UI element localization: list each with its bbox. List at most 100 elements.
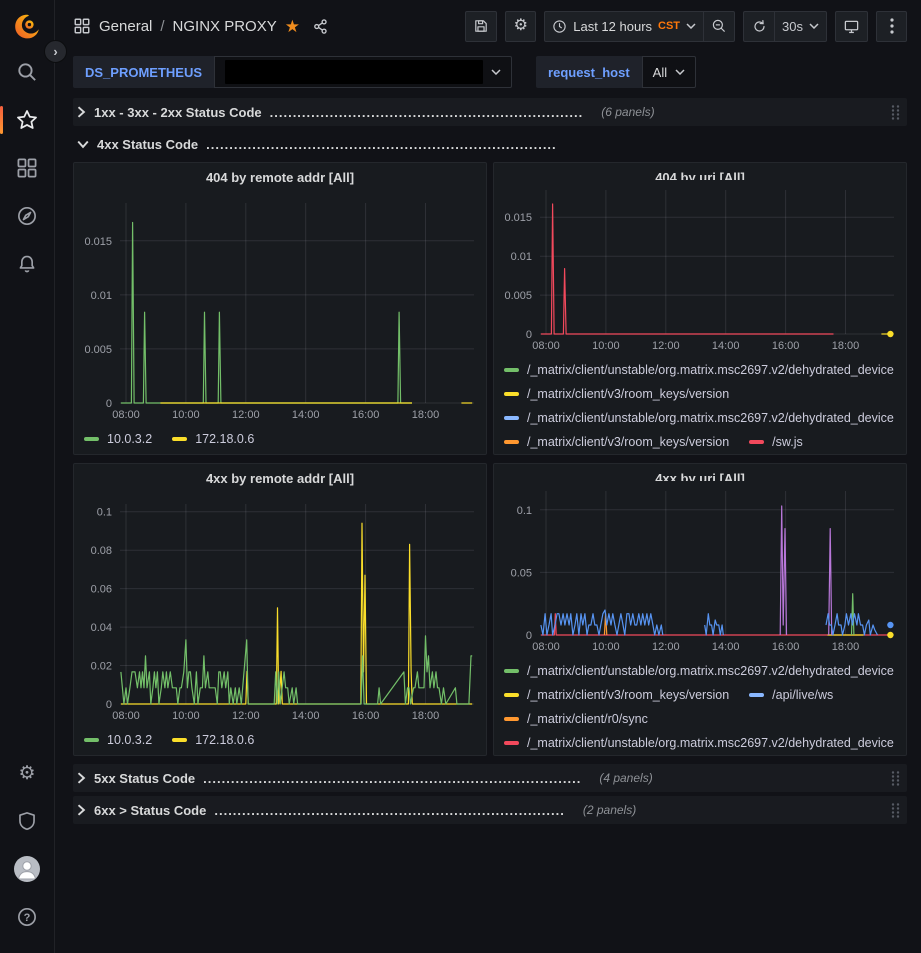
variable-select-ds-prometheus[interactable] xyxy=(214,56,512,88)
svg-text:08:00: 08:00 xyxy=(112,710,140,722)
legend-swatch xyxy=(84,437,99,441)
legend-label: 172.18.0.6 xyxy=(195,432,254,446)
svg-text:12:00: 12:00 xyxy=(652,641,680,653)
legend-item[interactable]: /_matrix/client/unstable/org.matrix.msc2… xyxy=(504,411,894,425)
panel-title[interactable]: 4xx by remote addr [All] xyxy=(74,464,486,494)
favorite-star-icon[interactable]: ★ xyxy=(285,18,300,35)
panel-legend: 10.0.3.2 172.18.0.6 xyxy=(74,726,486,752)
chevron-down-icon xyxy=(675,69,685,75)
row-dotted-leader: ........................................… xyxy=(270,105,584,120)
panel-title[interactable]: 4xx by uri [All] xyxy=(494,464,906,481)
sidebar-item-explore[interactable] xyxy=(0,192,54,240)
legend-item[interactable]: 10.0.3.2 xyxy=(84,432,152,446)
row-header-5xx[interactable]: 5xx Status Code ........................… xyxy=(73,764,907,792)
help-icon: ? xyxy=(16,906,38,928)
svg-text:10:00: 10:00 xyxy=(592,641,620,653)
row-dotted-leader: ........................................… xyxy=(214,803,565,818)
svg-text:16:00: 16:00 xyxy=(772,340,800,352)
time-picker-button[interactable]: Last 12 hours CST xyxy=(544,11,703,42)
dashboard-settings-button[interactable]: ⚙ xyxy=(505,11,536,42)
breadcrumb-folder[interactable]: General xyxy=(99,18,152,35)
legend-item[interactable]: /_matrix/client/unstable/org.matrix.msc2… xyxy=(504,363,894,377)
gear-icon: ⚙ xyxy=(514,18,528,34)
sidebar-item-configuration[interactable]: ⚙ xyxy=(0,749,54,797)
refresh-button[interactable] xyxy=(743,11,774,42)
zoom-out-time-button[interactable] xyxy=(703,11,735,42)
row-drag-handle-icon[interactable] xyxy=(890,104,901,121)
refresh-interval-button[interactable]: 30s xyxy=(774,11,827,42)
svg-text:0: 0 xyxy=(526,630,532,642)
svg-text:0.05: 0.05 xyxy=(511,567,532,579)
sidebar-item-dashboards[interactable] xyxy=(0,144,54,192)
variable-select-request-host[interactable]: All xyxy=(642,56,696,88)
legend-item[interactable]: 10.0.3.2 xyxy=(84,733,152,747)
save-dashboard-button[interactable] xyxy=(465,11,497,42)
legend-item[interactable]: /_matrix/client/v3/room_keys/version xyxy=(504,435,729,449)
bell-icon xyxy=(16,253,38,275)
row-title: 6xx > Status Code xyxy=(94,803,206,818)
sidebar-item-starred[interactable] xyxy=(0,96,54,144)
panel-legend: /_matrix/client/unstable/org.matrix.msc2… xyxy=(494,657,906,755)
legend-label: /_matrix/client/v3/room_keys/version xyxy=(527,688,729,702)
chevron-down-icon xyxy=(686,23,696,29)
chevron-down-icon xyxy=(77,140,89,149)
svg-text:14:00: 14:00 xyxy=(292,409,320,421)
time-series-chart[interactable]: 00.020.040.060.080.108:0010:0012:0014:00… xyxy=(74,494,486,726)
panel-title[interactable]: 404 by remote addr [All] xyxy=(74,163,486,193)
legend-item[interactable]: /api/live/ws xyxy=(749,688,833,702)
person-icon xyxy=(14,856,40,882)
legend-label: 10.0.3.2 xyxy=(107,733,152,747)
legend-swatch xyxy=(504,440,519,444)
share-button[interactable] xyxy=(308,14,333,39)
row-dotted-leader: ........................................… xyxy=(206,137,557,152)
sidebar-item-profile[interactable] xyxy=(0,845,54,893)
panel-title[interactable]: 404 by uri [All] xyxy=(494,163,906,180)
legend-label: /_matrix/client/unstable/org.matrix.msc2… xyxy=(527,736,894,750)
legend-row: /_matrix/client/v3/room_keys/version xyxy=(504,382,906,406)
svg-text:10:00: 10:00 xyxy=(172,409,200,421)
time-series-chart[interactable]: 00.0050.010.01508:0010:0012:0014:0016:00… xyxy=(74,193,486,425)
sidebar-item-alerting[interactable] xyxy=(0,240,54,288)
legend-row: /_matrix/client/unstable/org.matrix.msc2… xyxy=(504,358,906,382)
legend-item[interactable]: /_matrix/client/unstable/org.matrix.msc2… xyxy=(504,664,894,678)
row-header-4xx[interactable]: 4xx Status Code ........................… xyxy=(73,130,907,158)
legend-item[interactable]: 172.18.0.6 xyxy=(172,432,254,446)
main-area: General / NGINX PROXY ★ xyxy=(55,0,921,953)
row-header-1xx-3xx-2xx[interactable]: 1xx - 3xx - 2xx Status Code ............… xyxy=(73,98,907,126)
legend-row: 10.0.3.2 172.18.0.6 xyxy=(84,728,486,752)
legend-item[interactable]: /_matrix/client/v3/room_keys/version xyxy=(504,387,729,401)
sidebar-item-server-admin[interactable] xyxy=(0,797,54,845)
legend-item[interactable]: /_matrix/client/v3/room_keys/version xyxy=(504,688,729,702)
kebab-menu-icon xyxy=(890,18,894,34)
legend-item[interactable]: /_matrix/client/r0/sync xyxy=(504,712,648,726)
legend-item[interactable]: /_matrix/client/unstable/org.matrix.msc2… xyxy=(504,736,894,750)
legend-label: /_matrix/client/unstable/org.matrix.msc2… xyxy=(527,411,894,425)
svg-text:0.015: 0.015 xyxy=(504,212,532,224)
row-drag-handle-icon[interactable] xyxy=(890,770,901,787)
grafana-logo-icon xyxy=(12,12,42,42)
panel-404-by-uri: 404 by uri [All] 00.0050.010.01508:0010:… xyxy=(493,162,907,455)
breadcrumb-dashboard-title[interactable]: NGINX PROXY xyxy=(173,18,277,35)
row-header-6xx[interactable]: 6xx > Status Code ......................… xyxy=(73,796,907,824)
chevron-down-icon xyxy=(491,69,501,75)
svg-text:0.08: 0.08 xyxy=(91,545,112,557)
svg-text:0: 0 xyxy=(106,699,112,711)
variables-row: DS_PROMETHEUS request_host All xyxy=(55,52,921,92)
dashboard-header: General / NGINX PROXY ★ xyxy=(55,0,921,52)
legend-item[interactable]: /sw.js xyxy=(749,435,803,449)
legend-item[interactable]: 172.18.0.6 xyxy=(172,733,254,747)
time-series-chart[interactable]: 00.0050.010.01508:0010:0012:0014:0016:00… xyxy=(494,180,906,356)
time-series-chart[interactable]: 00.050.108:0010:0012:0014:0016:0018:00 xyxy=(494,481,906,657)
svg-text:14:00: 14:00 xyxy=(712,340,740,352)
kebab-menu-button[interactable] xyxy=(876,11,907,42)
monitor-icon xyxy=(843,18,860,35)
sidebar-expand-button[interactable]: › xyxy=(44,40,67,63)
row-drag-handle-icon[interactable] xyxy=(890,802,901,819)
variable-label-ds-prometheus: DS_PROMETHEUS xyxy=(73,56,214,88)
sidebar-item-help[interactable]: ? xyxy=(0,893,54,941)
grafana-logo[interactable] xyxy=(12,12,42,42)
cycle-view-mode-button[interactable] xyxy=(835,11,868,42)
legend-label: 10.0.3.2 xyxy=(107,432,152,446)
row-panel-count: (4 panels) xyxy=(599,771,652,785)
legend-swatch xyxy=(504,416,519,420)
